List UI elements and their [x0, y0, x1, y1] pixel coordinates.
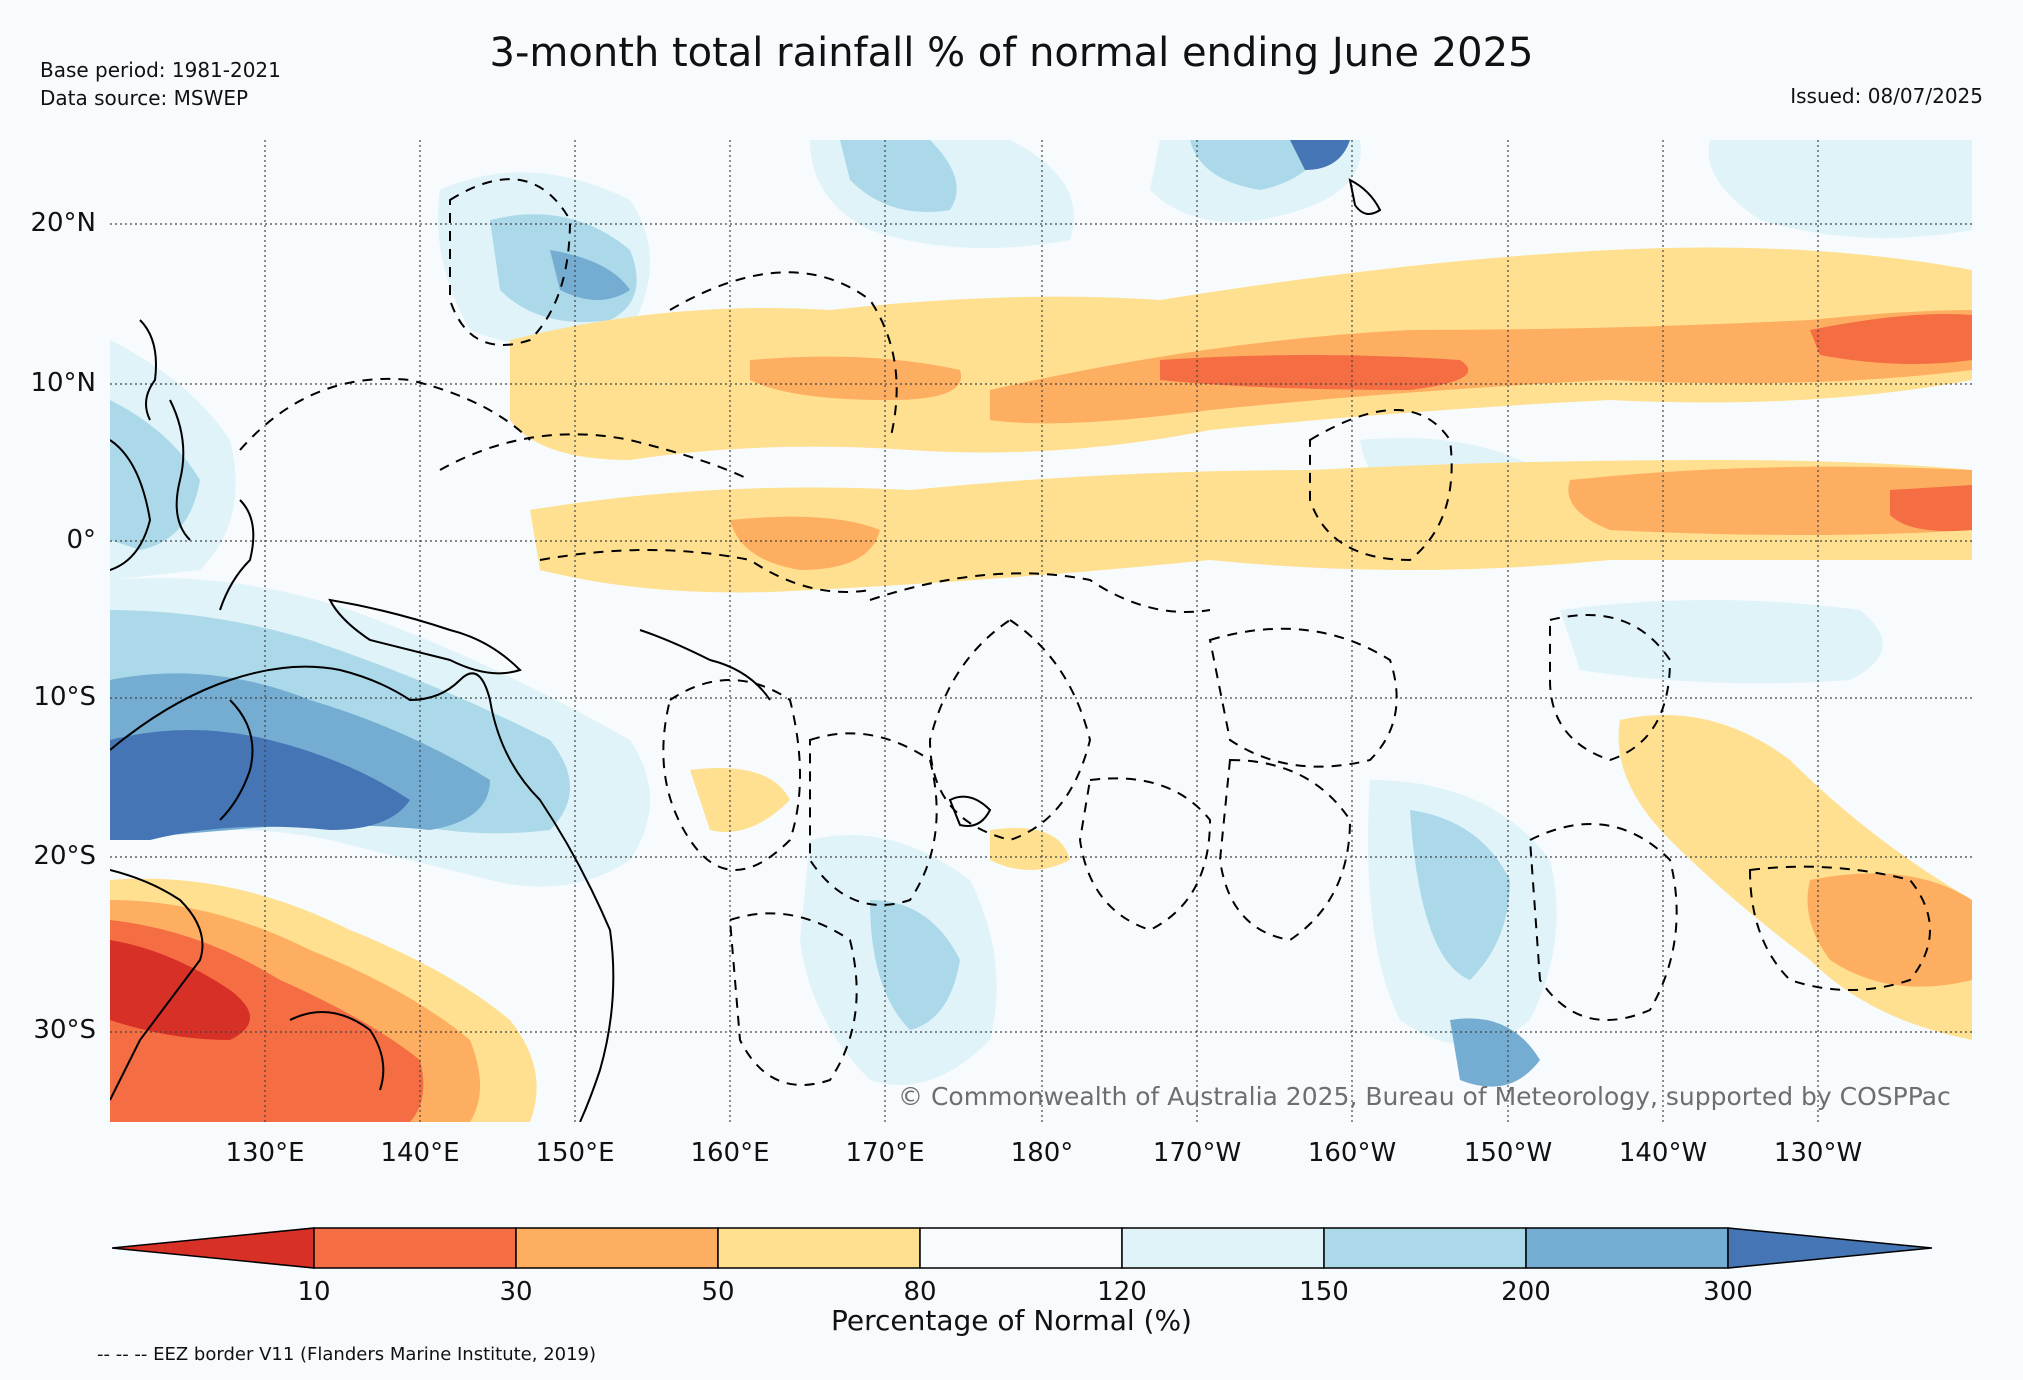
lat-tick-equator: 0° — [66, 525, 96, 555]
map-title: 3-month total rainfall % of normal endin… — [489, 30, 1534, 76]
lon-tick-170e: 170°E — [845, 1138, 925, 1168]
lon-tick-140w: 140°W — [1618, 1138, 1708, 1168]
rainfall-map: © Commonwealth of Australia 2025, Bureau… — [110, 140, 1972, 1122]
eez-borders — [239, 178, 1931, 1086]
colorbar-segment — [717, 1227, 921, 1269]
lon-tick-160e: 160°E — [690, 1138, 770, 1168]
colorbar-tick-10: 10 — [297, 1277, 331, 1307]
data-source: Data source: MSWEP — [40, 86, 249, 110]
colorbar-segment — [1121, 1227, 1325, 1269]
rainfall-anomaly-blue-south — [110, 578, 1883, 1087]
colorbar-segment — [1525, 1227, 1729, 1269]
colorbar-segment — [313, 1227, 517, 1269]
lon-tick-130w: 130°W — [1773, 1138, 1863, 1168]
eez-border-note: -- -- -- EEZ border V11 (Flanders Marine… — [97, 1344, 597, 1365]
rainfall-anomaly-blue-north — [110, 140, 1972, 580]
base-period: Base period: 1981-2021 — [40, 58, 281, 82]
lon-tick-160w: 160°W — [1307, 1138, 1397, 1168]
map-credit: © Commonwealth of Australia 2025, Bureau… — [898, 1082, 1951, 1111]
colorbar-segment — [515, 1227, 719, 1269]
colorbar-label: Percentage of Normal (%) — [831, 1304, 1192, 1337]
colorbar-segment — [1323, 1227, 1527, 1269]
lon-tick-170w: 170°W — [1152, 1138, 1242, 1168]
lat-tick-10n: 10°N — [30, 368, 96, 398]
colorbar-tick-300: 300 — [1703, 1277, 1753, 1307]
colorbar-extend-low — [111, 1227, 315, 1269]
colorbar-tick-150: 150 — [1299, 1277, 1349, 1307]
colorbar-extend-high — [1727, 1227, 1933, 1269]
lon-tick-150w: 150°W — [1463, 1138, 1553, 1168]
lon-tick-130e: 130°E — [225, 1138, 305, 1168]
colorbar-segment — [919, 1227, 1123, 1269]
metadata-left: Base period: 1981-2021 Data source: MSWE… — [40, 56, 281, 112]
coastlines — [110, 178, 1382, 1122]
lon-tick-180: 180° — [1010, 1138, 1074, 1168]
rainfall-anomaly-red-south — [110, 878, 537, 1122]
lat-tick-10s: 10°S — [33, 682, 96, 712]
lon-tick-150e: 150°E — [535, 1138, 615, 1168]
lat-tick-20n: 20°N — [30, 208, 96, 238]
issued-date: Issued: 08/07/2025 — [1790, 84, 1983, 108]
colorbar-tick-50: 50 — [701, 1277, 735, 1307]
lat-tick-30s: 30°S — [33, 1015, 96, 1045]
colorbar-tick-80: 80 — [903, 1277, 937, 1307]
colorbar — [111, 1227, 1933, 1269]
rainfall-anomaly-dry-bands — [510, 247, 1972, 1040]
colorbar-tick-30: 30 — [499, 1277, 533, 1307]
lat-tick-20s: 20°S — [33, 841, 96, 871]
colorbar-tick-120: 120 — [1097, 1277, 1147, 1307]
colorbar-tick-200: 200 — [1501, 1277, 1551, 1307]
lon-tick-140e: 140°E — [380, 1138, 460, 1168]
graticule — [110, 140, 1972, 1122]
